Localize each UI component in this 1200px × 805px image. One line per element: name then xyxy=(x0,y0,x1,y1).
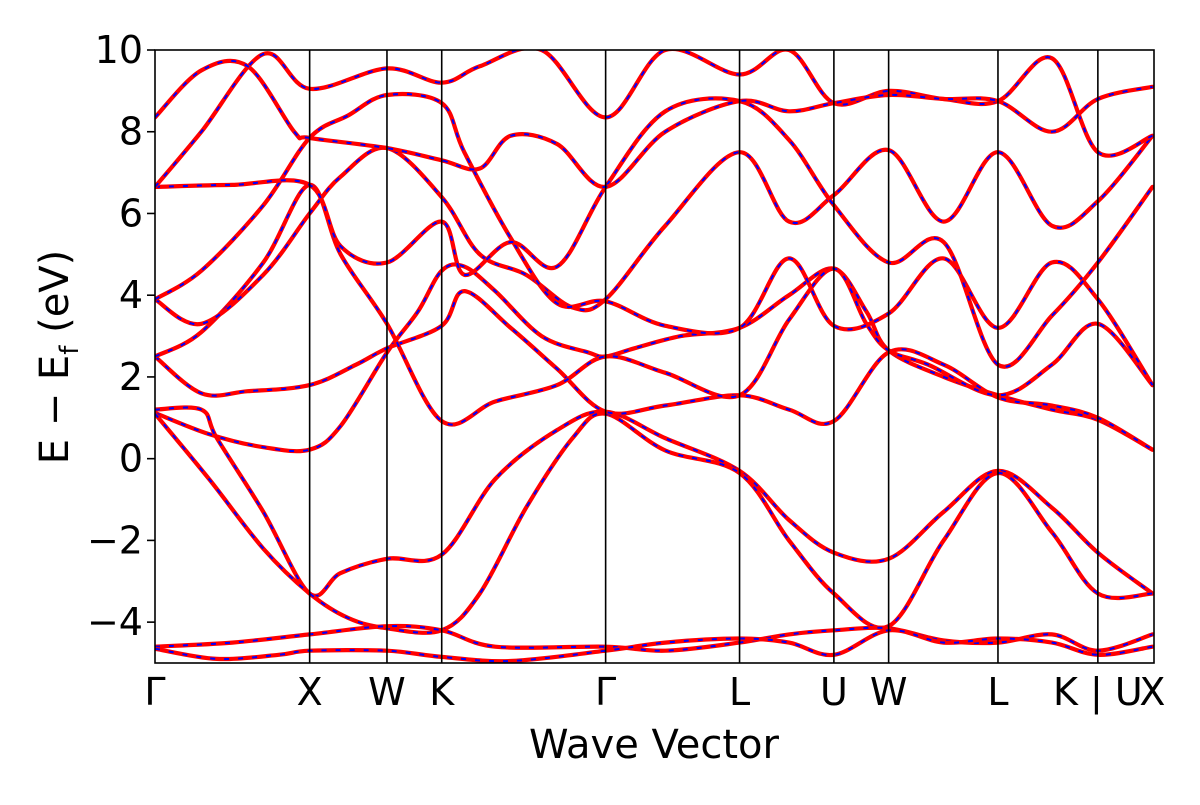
y-tick-label-1: −4 xyxy=(87,600,143,644)
x-tick-label-7: U xyxy=(820,670,848,714)
y-axis-title-subscript: f xyxy=(55,345,85,355)
bands-layer xyxy=(155,50,1154,663)
band-line-overlay-5 xyxy=(155,183,1154,426)
x-tick-label-5: Γ xyxy=(595,670,616,714)
band-line-2 xyxy=(155,405,1154,598)
x-tick-label-11: X xyxy=(1139,670,1165,714)
x-tick-label-3: W xyxy=(368,670,406,714)
band-line-3 xyxy=(155,411,1154,635)
y-tick-label-3: 0 xyxy=(119,437,143,481)
y-tick-label-8: 10 xyxy=(95,28,143,72)
band-line-overlay-8 xyxy=(155,97,1154,368)
plot-frame xyxy=(154,49,1155,664)
y-tick-label-6: 6 xyxy=(119,191,143,235)
band-line-6 xyxy=(155,133,1154,327)
x-tick-label-4: K xyxy=(429,670,455,714)
y-axis-title: E − Ef (eV) xyxy=(32,250,85,465)
band-line-1 xyxy=(155,262,1154,454)
x-tick-label-9: L xyxy=(987,670,1008,714)
x-tick-label-10: K | U xyxy=(1053,670,1143,715)
band-line-10 xyxy=(155,58,1154,189)
y-axis-title-unit: (eV) xyxy=(32,250,78,346)
x-axis-title: Wave Vector xyxy=(529,722,780,768)
band-line-9 xyxy=(155,50,1154,189)
band-line-overlay-2 xyxy=(155,406,1154,597)
x-tick-label-2: X xyxy=(297,670,323,714)
y-tick-label-5: 4 xyxy=(119,273,143,317)
kpoint-lines xyxy=(308,50,1099,663)
band-line-overlay-11 xyxy=(155,625,1153,652)
band-line-overlay-10 xyxy=(155,59,1153,188)
x-tick-label-6: L xyxy=(729,670,750,714)
band-line-overlay-9 xyxy=(155,50,1153,188)
y-tick-label-7: 8 xyxy=(119,110,143,154)
x-tick-label-1: Γ xyxy=(144,670,165,714)
band-line-overlay-7 xyxy=(155,93,1154,386)
band-line-overlay-4 xyxy=(155,290,1154,451)
y-axis-title-main: E − E xyxy=(32,355,78,465)
y-tick-label-2: −2 xyxy=(87,518,143,562)
y-axis: −4 −2 0 2 4 6 8 10 xyxy=(87,28,155,644)
y-tick-label-4: 2 xyxy=(119,355,143,399)
band-line-overlay-6 xyxy=(155,135,1154,326)
band-line-overlay-1 xyxy=(155,263,1153,453)
x-tick-label-8: W xyxy=(870,670,908,714)
